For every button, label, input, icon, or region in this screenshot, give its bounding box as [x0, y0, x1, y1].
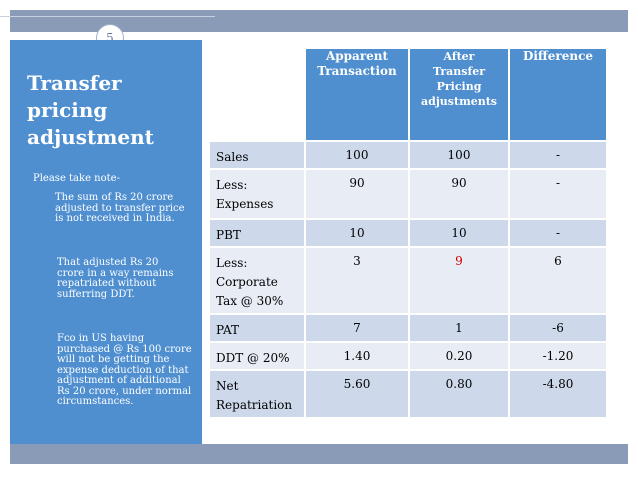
table-row: PAT 7 1 -6 [208, 313, 608, 343]
note-item: The sum of Rs 20 crore adjusted to trans… [55, 192, 185, 224]
slide-title: Transfer pricing adjustment [27, 71, 154, 149]
row-label: Less: Corporate Tax @ 30% [208, 246, 306, 315]
after-value: 1 [408, 313, 510, 343]
difference-value: - [508, 218, 608, 248]
apparent-value: 3 [304, 246, 410, 315]
slide-number-rule [0, 16, 215, 18]
after-value: 0.20 [408, 341, 510, 371]
apparent-value: 100 [304, 140, 410, 170]
header-after-transfer-pricing: After Transfer Pricing adjustments [408, 47, 510, 142]
table-row: DDT @ 20% 1.40 0.20 -1.20 [208, 341, 608, 371]
row-label: DDT @ 20% [208, 341, 306, 371]
notes-heading: Please take note- [33, 173, 120, 184]
header-difference: Difference [508, 47, 608, 142]
transfer-pricing-table: Apparent Transaction After Transfer Pric… [208, 47, 608, 419]
difference-value: -6 [508, 313, 608, 343]
row-label: PAT [208, 313, 306, 343]
row-label: Less: Expenses [208, 168, 306, 220]
table-row: Sales 100 100 - [208, 140, 608, 170]
difference-value: -1.20 [508, 341, 608, 371]
after-value: 100 [408, 140, 510, 170]
header-blank [208, 47, 306, 142]
row-label: Net Repatriation [208, 369, 306, 419]
after-value: 10 [408, 218, 510, 248]
apparent-value: 5.60 [304, 369, 410, 419]
apparent-value: 1.40 [304, 341, 410, 371]
difference-value: -4.80 [508, 369, 608, 419]
after-value: 90 [408, 168, 510, 220]
header-apparent-transaction: Apparent Transaction [304, 47, 410, 142]
apparent-value: 7 [304, 313, 410, 343]
apparent-value: 90 [304, 168, 410, 220]
difference-value: 6 [508, 246, 608, 315]
note-item: That adjusted Rs 20 crore in a way remai… [57, 257, 174, 300]
table-header-row: Apparent Transaction After Transfer Pric… [208, 47, 608, 142]
table-row: Net Repatriation 5.60 0.80 -4.80 [208, 369, 608, 419]
row-label: Sales [208, 140, 306, 170]
difference-value: - [508, 168, 608, 220]
row-label: PBT [208, 218, 306, 248]
note-item: Fco in US having purchased @ Rs 100 cror… [57, 333, 192, 407]
difference-value: - [508, 140, 608, 170]
bottom-decorative-bar [10, 444, 628, 464]
top-decorative-bar [10, 10, 628, 32]
table-row: Less: Expenses 90 90 - [208, 168, 608, 220]
apparent-value: 10 [304, 218, 410, 248]
title-side-panel [10, 40, 202, 444]
after-value: 0.80 [408, 369, 510, 419]
table-row: PBT 10 10 - [208, 218, 608, 248]
after-value-highlighted: 9 [408, 246, 510, 315]
table-row: Less: Corporate Tax @ 30% 3 9 6 [208, 246, 608, 315]
